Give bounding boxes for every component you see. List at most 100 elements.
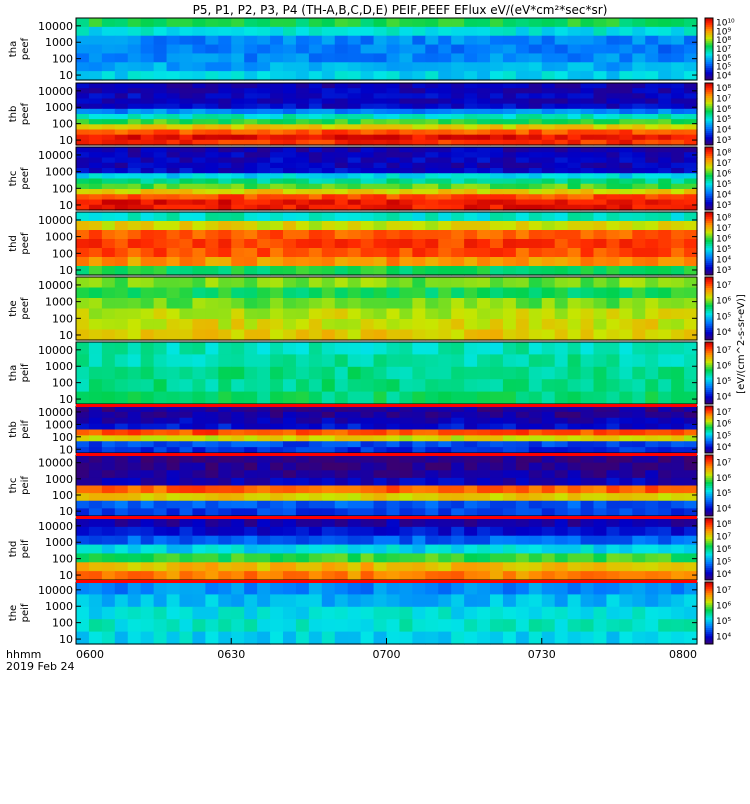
heatmap-cell — [270, 441, 284, 448]
heatmap-cell — [438, 83, 452, 89]
x-tick-label: 0600 — [76, 648, 104, 661]
heatmap-cell — [412, 147, 426, 153]
heatmap-cell — [502, 152, 517, 159]
heatmap-cell — [632, 189, 646, 195]
heatmap-cell — [308, 329, 323, 341]
heatmap-cell — [515, 199, 530, 206]
heatmap-cell — [270, 582, 284, 595]
heatmap-cell — [477, 71, 491, 81]
colorbar-segment — [705, 584, 713, 587]
heatmap-cell — [244, 477, 258, 487]
heatmap-cell — [541, 62, 556, 72]
heatmap-cell — [658, 212, 672, 222]
heatmap-cell — [554, 277, 569, 289]
y-tick-label: 1000 — [45, 473, 73, 486]
heatmap-cell — [502, 477, 517, 487]
heatmap-cell — [283, 199, 297, 206]
heatmap-cell — [127, 173, 142, 180]
heatmap-cell — [283, 53, 297, 63]
heatmap-cell — [580, 173, 595, 180]
heatmap-cell — [425, 606, 439, 620]
heatmap-cell — [76, 35, 90, 46]
heatmap-cell — [88, 287, 103, 299]
heatmap-cell — [554, 119, 569, 125]
colorbar-segment — [705, 30, 713, 33]
heatmap-cell — [515, 631, 530, 645]
heatmap-cell — [179, 308, 194, 320]
heatmap-cell — [127, 319, 142, 331]
heatmap-cell — [192, 417, 206, 425]
colorbar-segment — [705, 594, 713, 597]
heatmap-cell — [671, 71, 685, 81]
heatmap-cell — [658, 329, 672, 341]
heatmap-cell — [399, 88, 413, 94]
heatmap-cell — [412, 553, 426, 563]
heatmap-cell — [632, 212, 646, 222]
heatmap-cell — [464, 366, 478, 380]
colorbar-segment — [705, 420, 713, 423]
heatmap-cell — [515, 157, 530, 164]
heatmap-cell — [593, 606, 608, 620]
heatmap-cell — [321, 124, 336, 131]
heatmap-cell — [257, 124, 271, 131]
heatmap-cell — [619, 391, 633, 405]
heatmap-cell — [684, 189, 698, 195]
heatmap-cell — [658, 152, 672, 159]
heatmap-cell — [321, 319, 336, 331]
colorbar-segment — [705, 142, 713, 146]
heatmap-cell — [295, 18, 310, 28]
heatmap-cell — [101, 508, 116, 517]
heatmap-cell — [321, 18, 336, 28]
heatmap-cell — [218, 342, 232, 355]
heatmap-cell — [399, 124, 413, 131]
heatmap-cell — [114, 429, 129, 436]
heatmap-cell — [593, 447, 608, 454]
heatmap-cell — [425, 134, 439, 141]
heatmap-cell — [76, 44, 90, 55]
heatmap-cell — [684, 544, 698, 555]
colorbar-tick-label: 10⁵ — [716, 617, 731, 627]
heatmap-cell — [308, 441, 323, 448]
heatmap-cell — [593, 71, 608, 81]
heatmap-cell — [88, 411, 103, 419]
heatmap-cell — [140, 606, 155, 620]
heatmap-cell — [283, 423, 297, 431]
colorbar-frame — [704, 146, 714, 211]
heatmap-cell — [528, 183, 543, 190]
heatmap-cell — [554, 406, 569, 413]
heatmap-cell — [321, 204, 336, 211]
heatmap-cell — [373, 631, 388, 645]
heatmap-cell — [528, 553, 543, 563]
heatmap-cell — [244, 287, 258, 299]
heatmap-cell — [619, 129, 633, 136]
panel-species-label: peef — [20, 232, 31, 255]
heatmap-cell — [270, 619, 284, 633]
heatmap-cell — [477, 562, 491, 572]
heatmap-cell — [270, 88, 284, 94]
heatmap-cell — [334, 168, 349, 174]
colorbar-segment — [705, 277, 713, 280]
colorbar-tick-label: 10⁷ — [716, 459, 731, 469]
heatmap-cell — [76, 379, 90, 393]
heatmap-cell — [490, 119, 504, 125]
heatmap-cell — [308, 168, 323, 174]
heatmap-cell — [192, 204, 206, 211]
heatmap-cell — [179, 157, 194, 164]
heatmap-cell — [88, 391, 103, 405]
heatmap-cell — [580, 391, 595, 405]
heatmap-cell — [179, 544, 194, 555]
heatmap-cell — [658, 354, 672, 368]
heatmap-cell — [140, 230, 155, 240]
heatmap-cell — [671, 134, 685, 141]
heatmap-cell — [528, 124, 543, 131]
heatmap-cell — [464, 103, 478, 110]
heatmap-cell — [541, 493, 556, 502]
heatmap-cell — [205, 71, 219, 81]
heatmap-cell — [477, 308, 491, 320]
heatmap-cell — [399, 114, 413, 120]
heatmap-cell — [438, 139, 452, 146]
colorbar-segment — [705, 36, 713, 40]
heatmap-cell — [425, 308, 439, 320]
heatmap-cell — [580, 124, 595, 131]
heatmap-cell — [554, 379, 569, 393]
